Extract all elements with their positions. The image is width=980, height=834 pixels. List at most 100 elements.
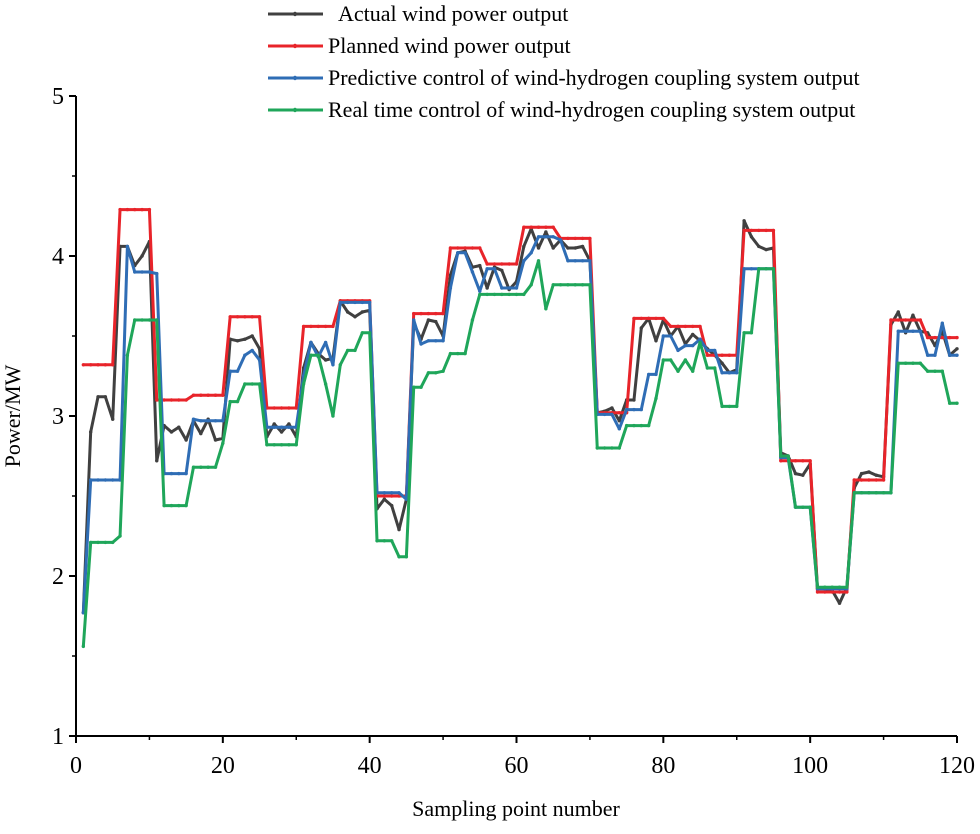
- data-point: [793, 471, 798, 476]
- data-point: [294, 406, 298, 410]
- data-point: [257, 315, 262, 319]
- data-point: [727, 371, 732, 375]
- data-point: [742, 228, 746, 233]
- data-point: [287, 406, 291, 410]
- data-point: [309, 340, 313, 345]
- data-point: [235, 399, 240, 404]
- data-point: [243, 382, 247, 386]
- data-point: [412, 385, 416, 389]
- data-point: [125, 353, 130, 357]
- data-point: [933, 335, 937, 340]
- data-point: [360, 331, 365, 335]
- x-tick-label: 0: [70, 753, 82, 779]
- data-point: [522, 259, 526, 263]
- data-point: [698, 324, 702, 329]
- data-point: [492, 292, 497, 297]
- data-point: [896, 310, 900, 314]
- data-point: [404, 497, 409, 501]
- data-point: [323, 324, 328, 329]
- data-point: [668, 334, 673, 338]
- data-point: [140, 270, 144, 274]
- data-point: [573, 246, 577, 250]
- data-point: [323, 382, 328, 386]
- data-point: [353, 315, 357, 319]
- data-point: [463, 246, 467, 250]
- data-point: [478, 246, 482, 250]
- data-point: [588, 259, 592, 263]
- series-4: [81, 259, 959, 649]
- data-point: [764, 228, 768, 233]
- data-point: [837, 585, 842, 589]
- data-point: [676, 369, 680, 373]
- data-point: [735, 404, 739, 409]
- data-point: [757, 267, 761, 271]
- data-point: [661, 358, 666, 362]
- data-point: [536, 246, 541, 250]
- data-point: [441, 339, 445, 343]
- data-point: [815, 590, 820, 594]
- data-point: [177, 425, 181, 429]
- data-point: [140, 254, 144, 258]
- data-point: [88, 430, 93, 434]
- data-point: [749, 228, 754, 233]
- data-point: [228, 369, 232, 373]
- data-point: [661, 316, 666, 321]
- y-tick-label: 3: [52, 404, 64, 430]
- legend-marker: [292, 75, 298, 81]
- data-point: [918, 361, 922, 365]
- data-point: [947, 353, 952, 357]
- x-tick-label: 40: [358, 753, 382, 779]
- data-point: [925, 353, 930, 357]
- data-point: [705, 348, 710, 353]
- data-point: [243, 315, 247, 319]
- data-point: [859, 471, 864, 476]
- data-point: [140, 207, 144, 212]
- data-point: [162, 503, 166, 508]
- data-point: [639, 326, 644, 330]
- axes: [75, 96, 957, 737]
- data-point: [345, 310, 350, 314]
- data-point: [955, 335, 959, 340]
- data-point: [624, 407, 629, 412]
- data-point: [852, 478, 856, 482]
- data-point: [257, 347, 262, 351]
- series-line: [81, 259, 957, 647]
- data-point: [434, 339, 438, 343]
- data-point: [573, 236, 577, 241]
- data-point: [235, 339, 240, 343]
- data-point: [448, 273, 453, 277]
- data-point: [705, 353, 710, 357]
- data-point: [485, 267, 489, 271]
- data-point: [221, 393, 225, 397]
- data-point: [243, 353, 247, 357]
- data-point: [801, 473, 805, 477]
- data-point: [250, 315, 254, 319]
- data-point: [441, 311, 445, 316]
- data-point: [536, 259, 541, 263]
- data-point: [940, 321, 945, 325]
- data-point: [830, 585, 834, 589]
- data-point: [111, 478, 115, 482]
- data-point: [683, 324, 688, 329]
- data-point: [617, 411, 621, 415]
- data-point: [147, 207, 152, 212]
- data-point: [206, 419, 210, 423]
- data-point: [911, 318, 915, 322]
- data-point: [323, 358, 328, 362]
- data-point: [448, 351, 453, 356]
- data-point: [103, 395, 108, 399]
- data-point: [426, 339, 431, 343]
- data-point: [823, 590, 827, 594]
- data-point: [859, 478, 864, 482]
- data-point: [903, 361, 908, 365]
- data-point: [213, 438, 218, 442]
- y-tick-label: 2: [52, 564, 64, 590]
- data-point: [456, 251, 460, 255]
- data-point: [529, 283, 533, 287]
- data-point: [456, 246, 460, 250]
- data-point: [133, 207, 137, 212]
- data-point: [720, 353, 724, 357]
- data-point: [654, 339, 658, 343]
- data-point: [191, 393, 196, 397]
- data-point: [845, 590, 849, 594]
